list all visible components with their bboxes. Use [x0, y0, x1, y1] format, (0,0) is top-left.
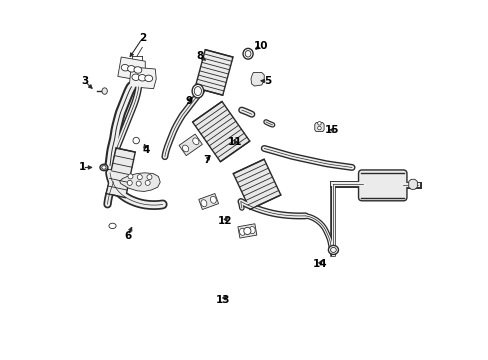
Circle shape [317, 126, 321, 130]
Text: 6: 6 [124, 231, 131, 240]
Ellipse shape [239, 228, 245, 235]
Polygon shape [360, 173, 403, 198]
Ellipse shape [201, 200, 206, 207]
Polygon shape [250, 72, 264, 86]
Polygon shape [408, 179, 416, 189]
Text: 8: 8 [196, 51, 203, 61]
Polygon shape [120, 173, 160, 192]
Text: 3: 3 [81, 76, 88, 86]
Ellipse shape [194, 87, 201, 95]
Ellipse shape [244, 50, 250, 57]
Ellipse shape [109, 223, 116, 229]
Ellipse shape [102, 88, 107, 94]
Text: 9: 9 [185, 96, 192, 106]
Text: 13: 13 [215, 295, 230, 305]
Circle shape [136, 181, 141, 186]
Ellipse shape [243, 48, 253, 59]
Polygon shape [129, 67, 156, 89]
Circle shape [145, 180, 150, 185]
Circle shape [147, 175, 152, 180]
Ellipse shape [182, 145, 188, 152]
Polygon shape [118, 57, 145, 81]
Circle shape [128, 174, 133, 179]
Circle shape [137, 175, 142, 180]
Circle shape [317, 122, 321, 125]
Polygon shape [106, 148, 135, 198]
Circle shape [133, 137, 139, 144]
Ellipse shape [132, 74, 140, 81]
Polygon shape [179, 134, 202, 156]
Ellipse shape [330, 247, 336, 252]
Circle shape [244, 227, 250, 234]
Ellipse shape [121, 64, 129, 71]
Text: 2: 2 [139, 33, 145, 43]
Polygon shape [192, 102, 249, 162]
Text: 15: 15 [325, 125, 339, 135]
Ellipse shape [210, 196, 216, 203]
Polygon shape [237, 224, 256, 238]
Ellipse shape [102, 166, 106, 169]
Ellipse shape [328, 246, 338, 255]
Polygon shape [195, 50, 232, 95]
Polygon shape [198, 194, 218, 210]
Ellipse shape [192, 84, 203, 98]
Text: 4: 4 [142, 144, 149, 154]
Text: 11: 11 [228, 138, 242, 147]
Text: 12: 12 [217, 216, 231, 226]
Ellipse shape [100, 164, 108, 171]
Polygon shape [314, 123, 324, 132]
Text: 14: 14 [312, 259, 326, 269]
Ellipse shape [192, 138, 199, 145]
Circle shape [127, 180, 132, 185]
Text: 10: 10 [253, 41, 267, 50]
Ellipse shape [138, 75, 146, 81]
Text: 5: 5 [264, 76, 271, 86]
Text: 7: 7 [203, 155, 210, 165]
Text: 1: 1 [79, 162, 86, 172]
Polygon shape [233, 159, 280, 210]
FancyBboxPatch shape [358, 170, 406, 201]
Ellipse shape [144, 75, 152, 82]
Ellipse shape [249, 226, 255, 234]
Ellipse shape [134, 67, 142, 73]
Ellipse shape [127, 66, 135, 72]
